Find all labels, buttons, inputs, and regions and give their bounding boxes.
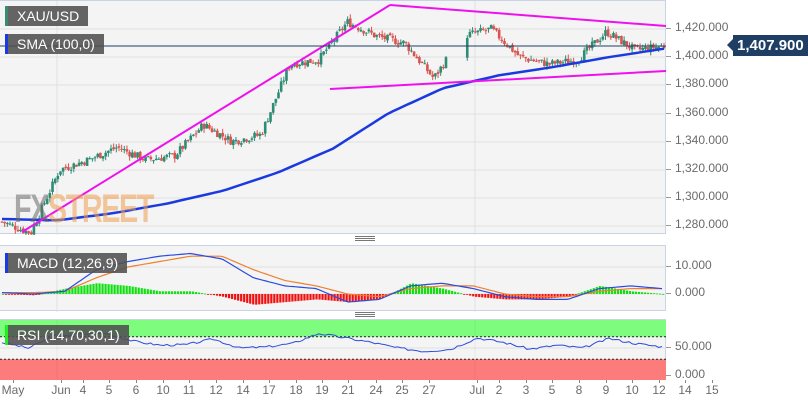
date-tick: [163, 380, 164, 383]
date-tick: [499, 380, 500, 383]
date-axis-label: 18: [289, 383, 303, 397]
date-tick: [402, 380, 403, 383]
axis-tick: [666, 56, 671, 57]
date-axis-label: 19: [315, 383, 329, 397]
date-axis-label: 5: [105, 383, 113, 397]
legend-sma-label: SMA (100,0): [17, 36, 95, 52]
date-tick: [429, 380, 430, 383]
axis-tick: [666, 347, 671, 348]
date-axis-label: Jul: [469, 383, 485, 397]
legend-macd[interactable]: MACD (12,26,9): [5, 253, 128, 273]
price-axis-label: 1,340.000: [675, 133, 729, 147]
legend-sma[interactable]: SMA (100,0): [5, 34, 104, 54]
rsi-axis-label: 0.000: [675, 367, 706, 381]
date-axis-label: 17: [262, 383, 276, 397]
date-tick: [477, 380, 478, 383]
date-tick: [136, 380, 137, 383]
date-tick: [61, 380, 62, 383]
date-tick: [659, 380, 660, 383]
fxstreet-watermark: FXSTREET: [14, 187, 154, 232]
current-price-tag: 1,407.900: [727, 35, 808, 56]
panel-resize-handle[interactable]: [355, 312, 375, 317]
price-axis-label: 1,360.000: [675, 105, 729, 119]
rsi-panel[interactable]: RSI (14,70,30,1): [0, 319, 666, 380]
macd-axis-label: 10.000: [675, 258, 712, 272]
date-axis-label: 14: [678, 383, 692, 397]
axis-tick: [666, 84, 671, 85]
date-axis-label: Jun: [51, 383, 71, 397]
price-axis-label: 1,320.000: [675, 161, 729, 175]
date-axis-label: 10: [156, 383, 170, 397]
date-tick: [552, 380, 553, 383]
price-chart-panel[interactable]: FXSTREET XAU/USD SMA (100,0): [0, 0, 666, 235]
legend-color-bar: [5, 34, 8, 54]
date-axis-label: 24: [369, 383, 383, 397]
date-tick: [348, 380, 349, 383]
date-tick: [685, 380, 686, 383]
date-tick: [216, 380, 217, 383]
date-axis-label: May: [1, 383, 25, 397]
date-tick: [83, 380, 84, 383]
date-tick: [526, 380, 527, 383]
legend-color-bar: [5, 325, 8, 345]
date-axis-label: 14: [236, 383, 250, 397]
watermark-fx: FX: [14, 187, 49, 231]
date-axis-label: 5: [548, 383, 556, 397]
axis-tick: [666, 28, 671, 29]
macd-axis-label: 0.000: [675, 285, 706, 299]
price-axis-label: 1,420.000: [675, 20, 729, 34]
panel-resize-handle[interactable]: [355, 236, 375, 241]
axis-tick: [666, 141, 671, 142]
date-axis-label: 27: [422, 383, 436, 397]
price-axis-label: 1,280.000: [675, 217, 729, 231]
date-axis-label: 4: [79, 383, 87, 397]
date-axis-label: 12: [209, 383, 223, 397]
axis-tick: [666, 169, 671, 170]
axis-tick: [666, 293, 671, 294]
macd-chart-canvas: [0, 246, 666, 312]
legend-color-bar: [5, 6, 8, 26]
date-tick: [579, 380, 580, 383]
axis-tick: [666, 113, 671, 114]
date-tick: [322, 380, 323, 383]
axis-tick: [666, 266, 671, 267]
date-axis-label: 8: [575, 383, 583, 397]
date-axis-label: 6: [132, 383, 140, 397]
legend-color-bar: [5, 253, 8, 273]
legend-macd-label: MACD (12,26,9): [17, 255, 119, 271]
date-tick: [189, 380, 190, 383]
date-axis-label: 3: [522, 383, 530, 397]
axis-tick: [666, 375, 671, 376]
legend-price-label: XAU/USD: [17, 8, 80, 24]
axis-tick: [666, 197, 671, 198]
date-axis-label: 21: [341, 383, 355, 397]
legend-price[interactable]: XAU/USD: [5, 6, 89, 26]
date-tick: [712, 380, 713, 383]
price-axis-label: 1,380.000: [675, 76, 729, 90]
date-axis-label: 12: [652, 383, 666, 397]
date-axis-label: 25: [395, 383, 409, 397]
legend-rsi[interactable]: RSI (14,70,30,1): [5, 325, 129, 345]
date-axis-label: 10: [625, 383, 639, 397]
date-axis-label: 15: [705, 383, 719, 397]
price-axis-label: 1,300.000: [675, 189, 729, 203]
watermark-street: STREET: [47, 187, 154, 231]
date-axis-label: 2: [495, 383, 503, 397]
axis-tick: [666, 225, 671, 226]
macd-panel[interactable]: MACD (12,26,9): [0, 245, 666, 312]
date-axis-label: 11: [182, 383, 196, 397]
legend-rsi-label: RSI (14,70,30,1): [17, 327, 120, 343]
date-tick: [109, 380, 110, 383]
rsi-axis-label: 50.000: [675, 339, 712, 353]
date-tick: [376, 380, 377, 383]
date-tick: [269, 380, 270, 383]
date-axis-label: 9: [602, 383, 610, 397]
price-chart-canvas: [0, 1, 666, 235]
date-tick: [296, 380, 297, 383]
price-axis-label: 1,400.000: [675, 48, 729, 62]
date-tick: [606, 380, 607, 383]
date-tick: [13, 380, 14, 383]
date-tick: [243, 380, 244, 383]
date-tick: [632, 380, 633, 383]
